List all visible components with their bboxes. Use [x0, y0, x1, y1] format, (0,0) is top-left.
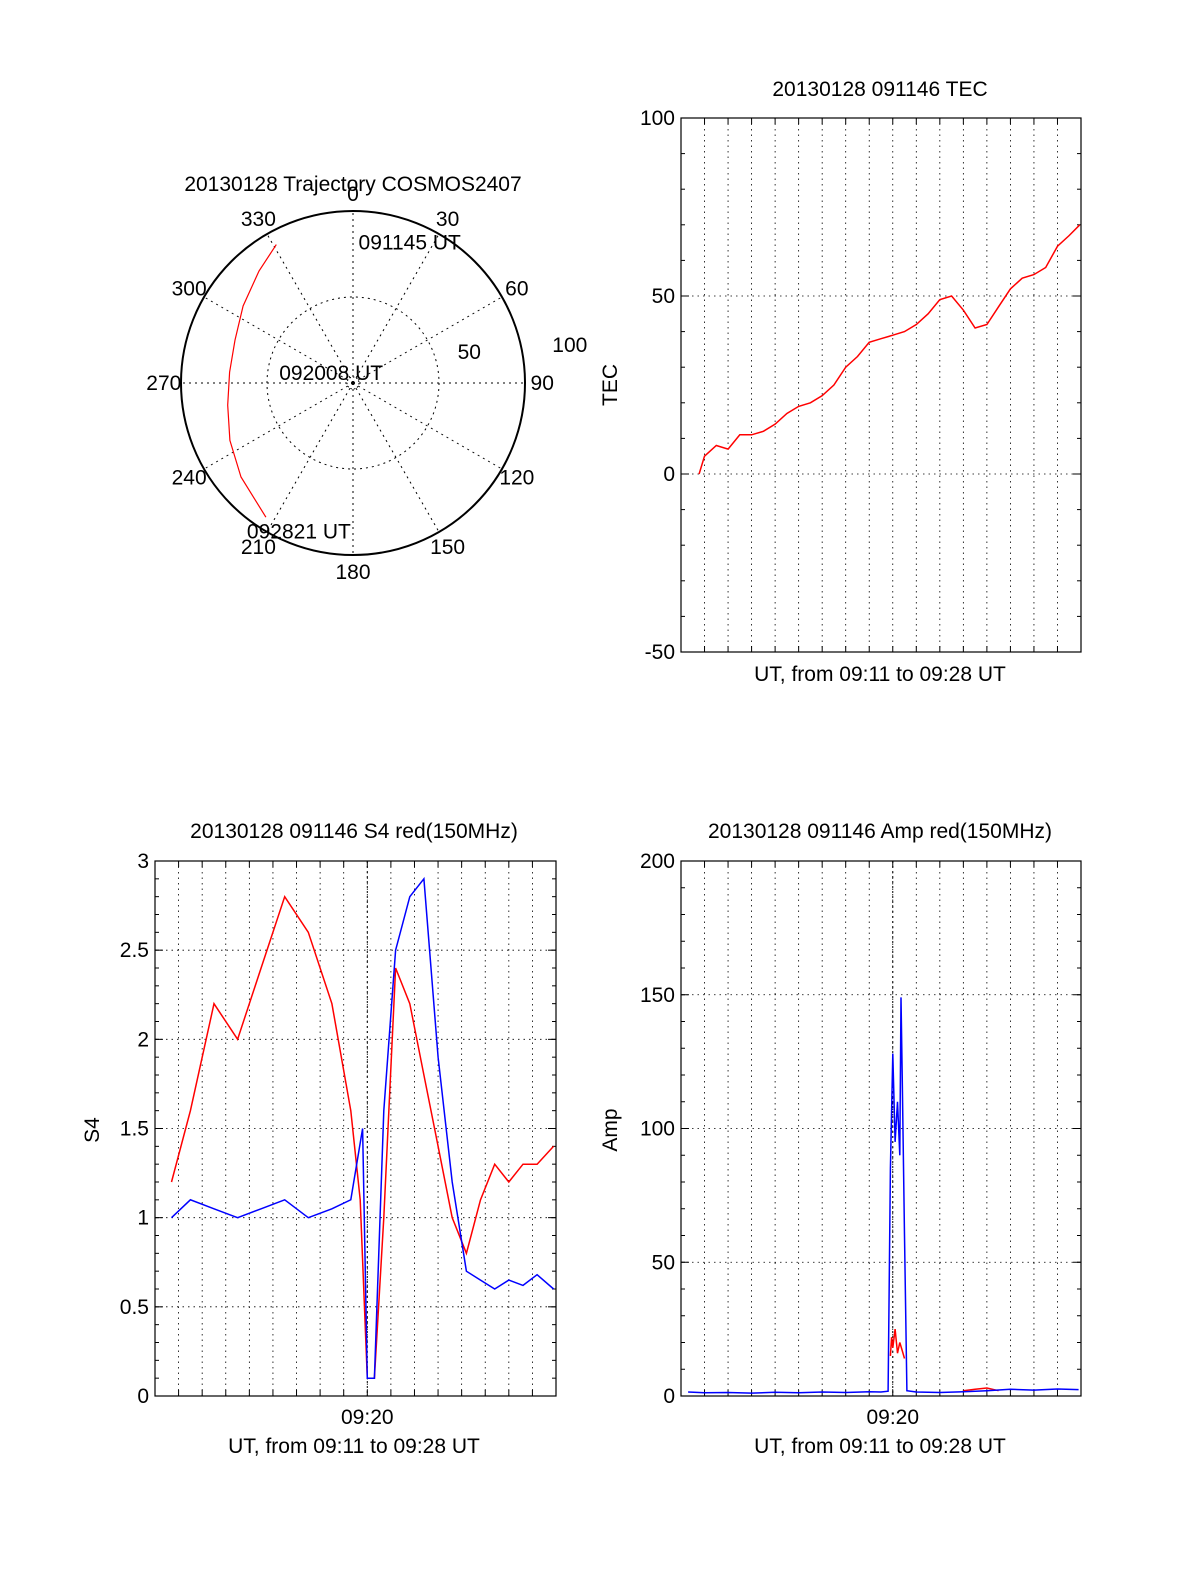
polar-angle-label: 270 [146, 372, 181, 395]
amp-xlabel: UT, from 09:11 to 09:28 UT [754, 1435, 1006, 1458]
s4-title: 20130128 091146 S4 red(150MHz) [190, 820, 518, 843]
tec-series [698, 224, 1081, 475]
amp-series [688, 997, 1079, 1394]
y-tick-label: 200 [640, 850, 675, 873]
tec-title: 20130128 091146 TEC [772, 78, 987, 101]
trajectory-time-label: 091145 UT [359, 232, 462, 255]
polar-title: 20130128 Trajectory COSMOS2407 [184, 173, 521, 196]
series-line-blue [688, 997, 1079, 1394]
trajectory-time-label: 092821 UT [247, 521, 351, 544]
polar-spoke [203, 382, 354, 470]
y-tick-label: 0 [137, 1385, 149, 1408]
tec-plot: 20130128 091146 TEC UT, from 09:11 to 09… [599, 78, 1082, 686]
polar-series [227, 244, 277, 518]
plot-frame [154, 860, 557, 1397]
polar-angle-label: 240 [172, 467, 207, 490]
polar-spoke [352, 233, 440, 384]
s4-xlabel: UT, from 09:11 to 09:28 UT [228, 1435, 480, 1458]
y-tick-label: 100 [640, 1118, 675, 1141]
series-line-red [170, 894, 555, 1379]
amp-title: 20130128 091146 Amp red(150MHz) [708, 820, 1052, 843]
x-tick-label: 09:20 [341, 1406, 394, 1429]
polar-spoke [266, 233, 354, 384]
y-tick-label: 50 [652, 1251, 675, 1274]
polar-angle-label: 0 [347, 183, 359, 206]
s4-series [170, 876, 555, 1379]
polar-spoke [352, 296, 503, 384]
series-line-red-late [963, 1387, 999, 1392]
polar-radial-label: 100 [552, 334, 587, 357]
y-tick-label: 2 [137, 1028, 149, 1051]
y-tick-label: 0.5 [120, 1296, 149, 1319]
polar-angle-label: 30 [436, 208, 459, 231]
y-tick-label: 3 [137, 850, 149, 873]
tec-axes: -50 0 50 100 [640, 107, 1082, 664]
polar-spoke [203, 296, 354, 384]
y-tick-label: 50 [652, 285, 675, 308]
polar-spoke [352, 382, 440, 533]
polar-outer-ring [180, 210, 526, 556]
polar-angle-label: 210 [241, 536, 276, 559]
s4-ylabel: S4 [81, 1117, 104, 1143]
tec-xlabel: UT, from 09:11 to 09:28 UT [754, 663, 1006, 686]
y-tick-label: 0 [663, 463, 675, 486]
amp-plot: 20130128 091146 Amp red(150MHz) UT, from… [599, 820, 1082, 1458]
polar-angle-label: 120 [499, 467, 534, 490]
y-tick-label: -50 [645, 641, 675, 664]
y-tick-label: 150 [640, 984, 675, 1007]
x-tick-label: 09:20 [866, 1406, 919, 1429]
amp-axes: 0 50 100 150 200 09:20 [640, 850, 1082, 1429]
polar-angle-label: 180 [335, 561, 370, 584]
polar-angle-label: 90 [531, 372, 554, 395]
polar-radial-label: 50 [458, 341, 481, 364]
polar-angle-label: 150 [430, 536, 465, 559]
polar-spoke [266, 382, 354, 533]
polar-labels: 091145 UT 092008 UT 092821 UT [247, 232, 461, 544]
series-line-red [889, 1329, 906, 1359]
tec-ylabel: TEC [599, 364, 622, 406]
series-line-trace [698, 224, 1081, 475]
y-tick-label: 100 [640, 107, 675, 130]
trajectory-line [227, 244, 277, 518]
s4-plot: 20130128 091146 S4 red(150MHz) UT, from … [81, 820, 557, 1458]
plot-frame [680, 860, 1082, 1397]
polar-angle-label: 330 [241, 208, 276, 231]
polar-angle-label: 300 [172, 277, 207, 300]
polar-angle-label: 60 [505, 277, 528, 300]
y-tick-label: 1 [137, 1207, 149, 1230]
amp-ylabel: Amp [599, 1108, 622, 1151]
s4-axes: 0 0.5 1 1.5 2 2.5 3 09:20 [120, 850, 557, 1429]
polar-grid: 0 30 60 90 120 150 180 210 240 270 300 330 50 100 [146, 183, 587, 584]
plot-frame [680, 117, 1082, 653]
polar-spoke [352, 382, 503, 470]
y-tick-label: 0 [663, 1385, 675, 1408]
y-tick-label: 2.5 [120, 939, 149, 962]
polar-trajectory-plot: 20130128 Trajectory COSMOS2407 0 30 60 90 12… [146, 173, 587, 584]
trajectory-time-label: 092008 UT [279, 362, 383, 385]
series-line-blue [170, 876, 555, 1379]
y-tick-label: 1.5 [120, 1118, 149, 1141]
